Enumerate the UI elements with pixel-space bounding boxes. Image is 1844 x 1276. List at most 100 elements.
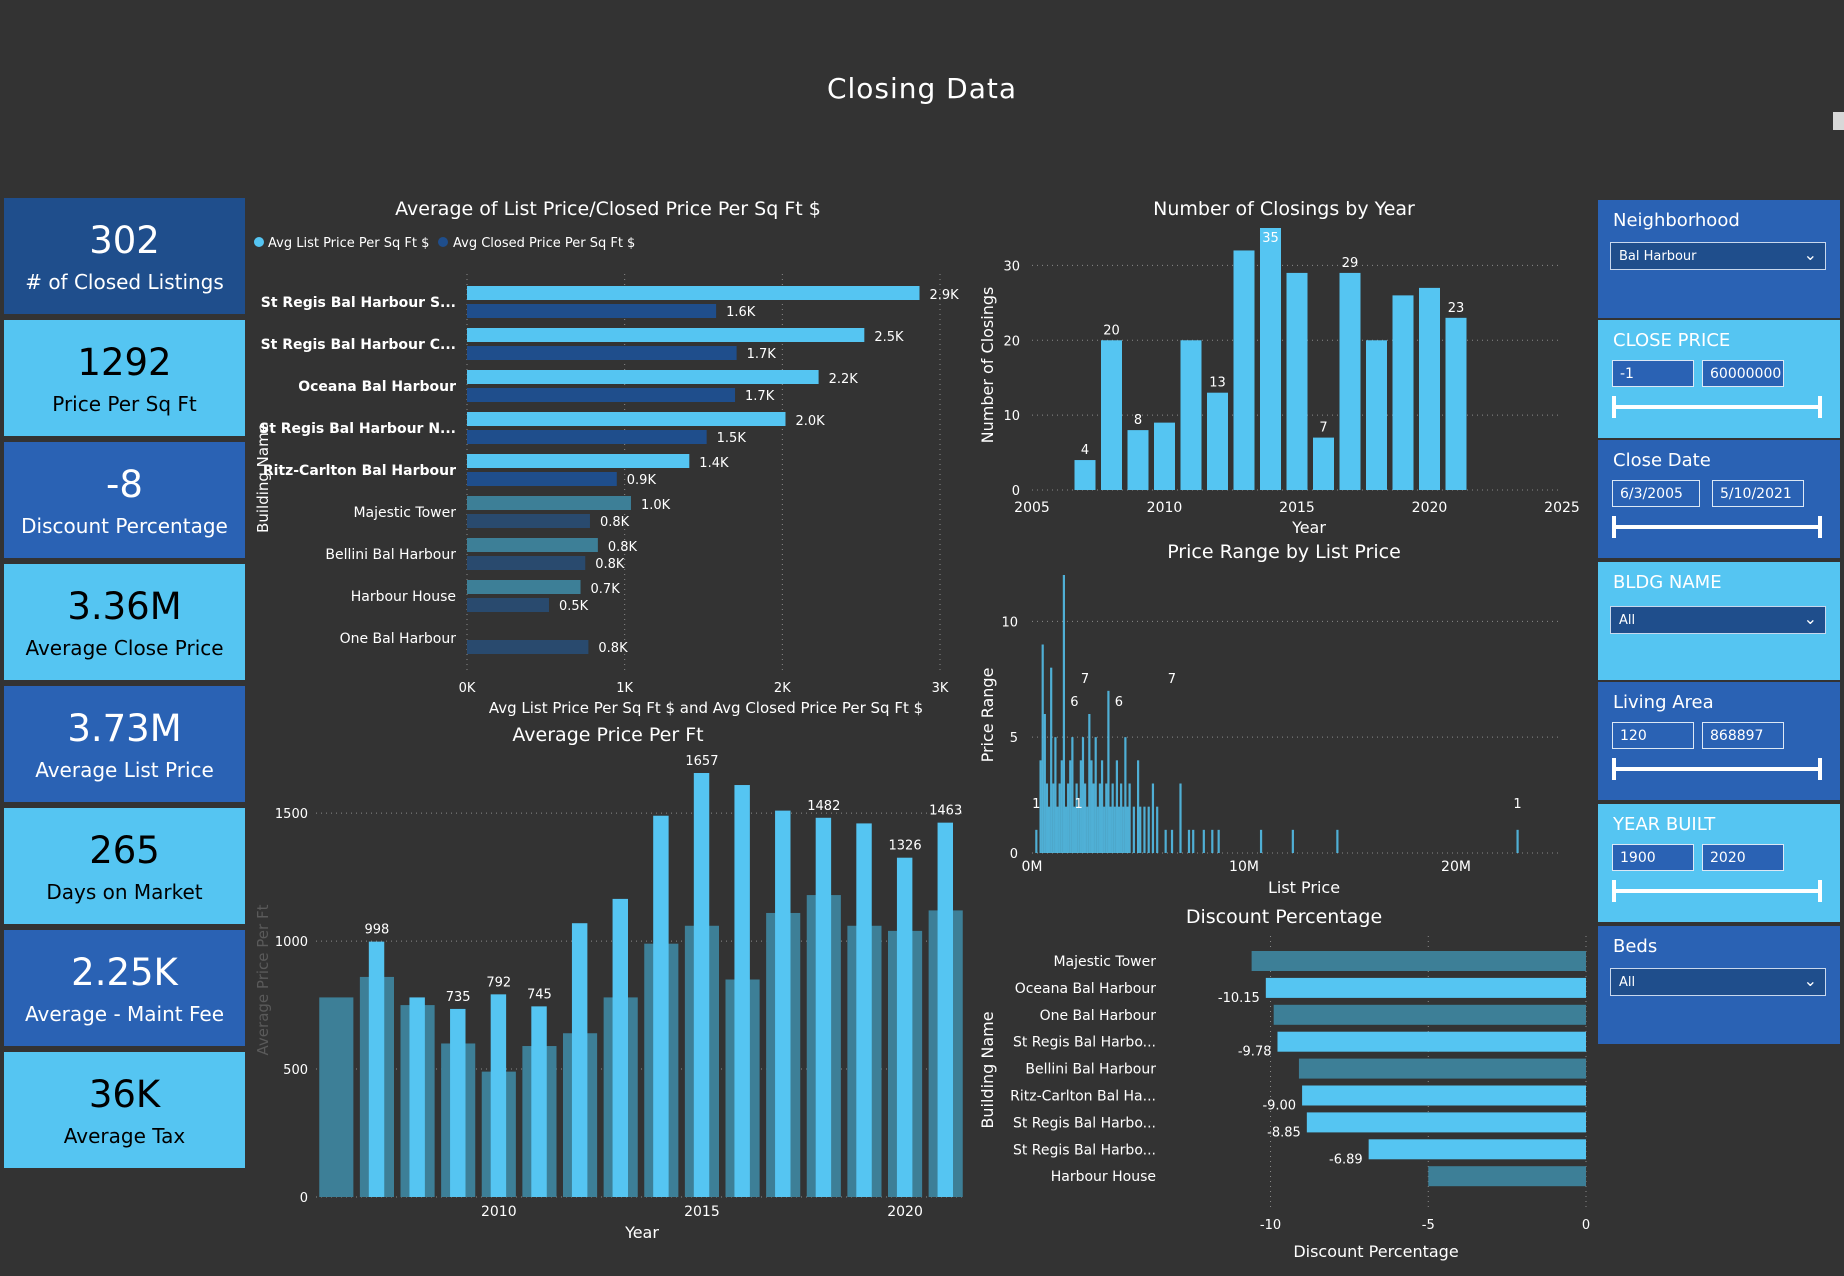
bar-range <box>1139 806 1142 853</box>
discount-chart[interactable]: Discount Percentage -10 -5 0 Discount Percen… <box>976 900 1596 1270</box>
living-area-slider[interactable] <box>1612 758 1822 780</box>
kpi-days-on-market: 265 Days on Market <box>4 808 245 924</box>
bar-discount <box>1298 1058 1586 1079</box>
close-price-slider[interactable] <box>1612 396 1822 418</box>
bar-range <box>1109 806 1112 853</box>
data-label: 0.9K <box>627 473 657 488</box>
beds-slicer: Beds All ⌄ <box>1598 926 1840 1044</box>
bar-range <box>1291 829 1294 853</box>
living-area-max-input[interactable]: 868897 <box>1702 722 1784 749</box>
bar-closings <box>1366 340 1387 490</box>
data-label: 1657 <box>685 754 718 769</box>
scrollbar-handle[interactable] <box>1833 112 1844 130</box>
bar-average-price <box>856 823 872 1197</box>
range-chart[interactable]: Price Range by List Price 0 5 10 0M 10M 20M Lis… <box>976 535 1596 905</box>
bar-range <box>1069 760 1072 853</box>
bldg-name-dropdown[interactable]: All ⌄ <box>1610 606 1826 634</box>
bar-range <box>1081 737 1085 853</box>
close-date-slider[interactable] <box>1612 516 1822 538</box>
y-tick-label: Bellini Bal Harbour <box>1025 1062 1156 1078</box>
y-axis-label: Number of Closings <box>978 287 997 444</box>
bar-average-price <box>937 822 953 1197</box>
year-built-min-input[interactable]: 1900 <box>1612 844 1694 871</box>
slicer-title: CLOSE PRICE <box>1613 330 1731 351</box>
bar-range <box>1259 829 1263 853</box>
bar-closings <box>1154 422 1175 490</box>
neighborhood-dropdown[interactable]: Bal Harbour ⌄ <box>1610 242 1826 270</box>
dropdown-value: All <box>1619 613 1636 628</box>
slider-handle-max[interactable] <box>1818 396 1822 418</box>
bar-list-price <box>467 328 865 342</box>
x-tick-label: 2005 <box>1014 500 1050 516</box>
bar-closings <box>1445 317 1467 490</box>
year-built-slider[interactable] <box>1612 880 1822 902</box>
data-label: 1.6K <box>726 305 756 320</box>
discount-chart-panel[interactable]: Discount Percentage -10 -5 0 Discount Percen… <box>976 900 1596 1270</box>
y-tick-label: St Regis Bal Harbour S... <box>261 295 456 311</box>
kpi-average-list-price: 3.73M Average List Price <box>4 686 245 802</box>
bar-average-price <box>409 997 425 1197</box>
slider-handle-min[interactable] <box>1612 880 1616 902</box>
bar-range <box>1164 829 1167 853</box>
kpi-value: 302 <box>89 219 160 262</box>
slider-handle-max[interactable] <box>1818 516 1822 538</box>
close-price-slicer: CLOSE PRICE -1 60000000 <box>1598 320 1840 438</box>
kpi-value: -8 <box>106 463 143 506</box>
slider-handle-max[interactable] <box>1818 880 1822 902</box>
data-label: 7 <box>1168 672 1176 687</box>
avgprice-chart[interactable]: Average Price Per Ft 0 500 1000 1500 2010 2015… <box>246 720 986 1250</box>
kpi-label: Average - Maint Fee <box>24 1002 225 1026</box>
bar-range <box>1147 806 1150 853</box>
range-chart-panel[interactable]: Price Range by List Price 0 5 10 0M 10M 20M Lis… <box>976 535 1596 905</box>
closings-chart-panel[interactable]: Number of Closings by Year 0 10 20 30 2005 201… <box>976 190 1596 540</box>
data-label: 0.8K <box>608 540 638 555</box>
data-label: 2.5K <box>874 330 904 345</box>
bar-range <box>1113 806 1116 853</box>
close-date-end-input[interactable]: 5/10/2021 <box>1712 480 1804 507</box>
bar-average-price <box>734 785 750 1197</box>
slider-handle-min[interactable] <box>1612 396 1616 418</box>
close-price-min-input[interactable]: -1 <box>1612 360 1694 387</box>
data-label: -9.78 <box>1238 1045 1272 1060</box>
y-axis-label: Building Name <box>978 1011 997 1128</box>
beds-dropdown[interactable]: All ⌄ <box>1610 968 1826 996</box>
kpi-price-per-sqft: 1292 Price Per Sq Ft <box>4 320 245 436</box>
y-tick-label: St Regis Bal Harbo... <box>1013 1035 1156 1051</box>
y-tick-label: Ritz-Carlton Bal Harbour <box>263 463 456 479</box>
close-date-start-input[interactable]: 6/3/2005 <box>1612 480 1700 507</box>
bar-discount <box>1306 1112 1586 1133</box>
bar-range <box>1045 783 1049 853</box>
page-title: Closing Data <box>826 72 1018 105</box>
avgprice-chart-panel[interactable]: Average Price Per Ft 0 500 1000 1500 2010 2015… <box>246 720 986 1250</box>
bar-range <box>1071 737 1074 853</box>
slider-handle-min[interactable] <box>1612 516 1616 538</box>
data-label: -10.15 <box>1218 991 1260 1006</box>
y-tick-label: 30 <box>1003 259 1020 274</box>
bar-closings <box>1101 340 1122 490</box>
close-price-max-input[interactable]: 60000000 <box>1702 360 1784 387</box>
data-label: 1.7K <box>745 389 775 404</box>
bar-closed-price <box>467 346 737 360</box>
sqft-chart-panel[interactable]: Average of List Price/Closed Price Per S… <box>246 190 986 720</box>
sqft-chart[interactable]: Average of List Price/Closed Price Per S… <box>246 190 986 720</box>
chart-title: Number of Closings by Year <box>1153 198 1415 220</box>
bar-range <box>1111 783 1114 853</box>
living-area-min-input[interactable]: 120 <box>1612 722 1694 749</box>
bar-range <box>1156 806 1159 853</box>
slider-handle-min[interactable] <box>1612 758 1616 780</box>
bar-closed-price <box>467 640 589 654</box>
y-tick-label: 10 <box>1003 409 1020 424</box>
y-tick-label: 0 <box>1010 847 1018 862</box>
data-label: -6.89 <box>1329 1152 1363 1167</box>
bar-average-price <box>490 994 507 1197</box>
slider-handle-max[interactable] <box>1818 758 1822 780</box>
bar-range <box>1117 806 1121 853</box>
x-tick-label: 2015 <box>684 1204 720 1220</box>
data-label: -9.00 <box>1262 1099 1296 1114</box>
bar-range <box>1054 737 1057 853</box>
year-built-max-input[interactable]: 2020 <box>1702 844 1784 871</box>
x-tick-label: -5 <box>1422 1218 1435 1233</box>
bar-discount <box>1302 1085 1586 1106</box>
data-label: 0.8K <box>600 515 630 530</box>
